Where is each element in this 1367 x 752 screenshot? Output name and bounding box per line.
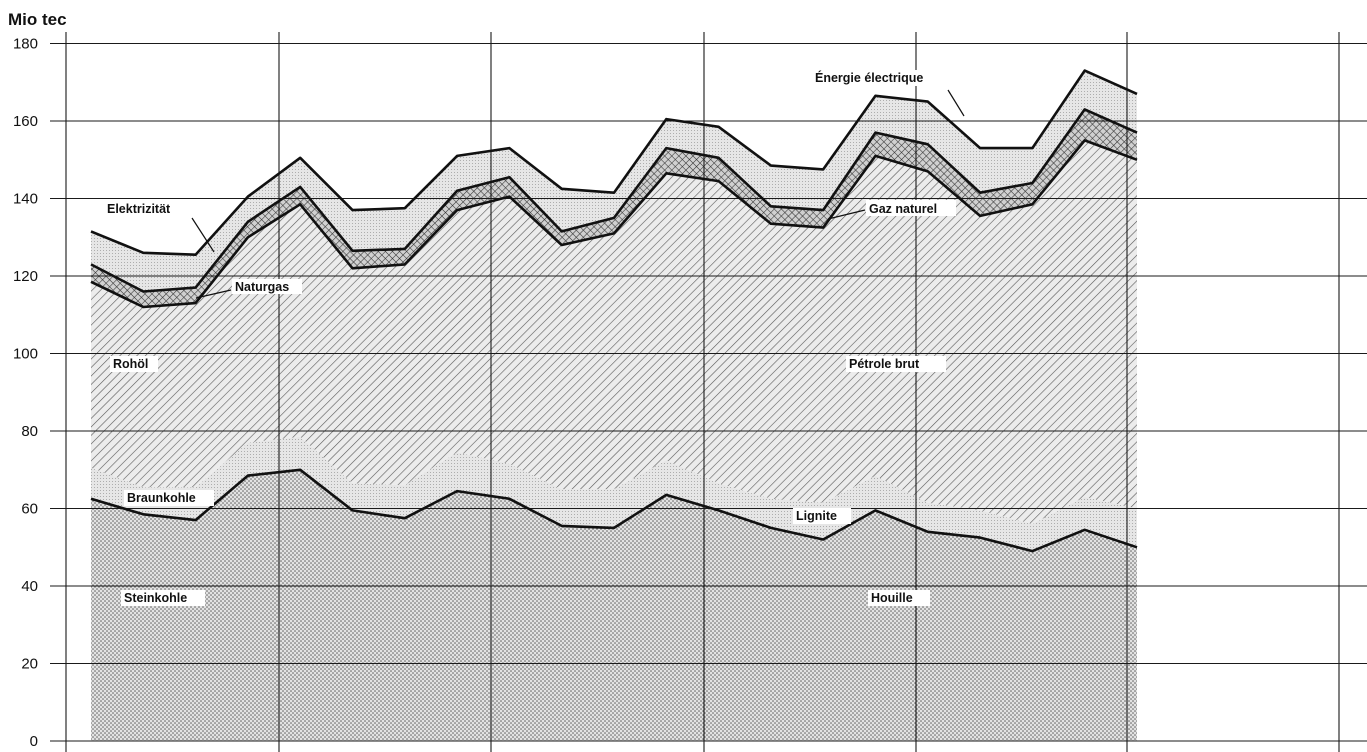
y-tick-label: 180 (13, 36, 38, 53)
label-lignite: Lignite (796, 509, 837, 523)
y-tick-label: 0 (30, 733, 38, 750)
label-petrole-brut: Pétrole brut (849, 357, 920, 371)
grid-lines (50, 32, 1367, 752)
y-axis-unit-label: Mio tec (8, 10, 67, 29)
y-tick-label: 40 (21, 578, 38, 595)
y-tick-label: 80 (21, 423, 38, 440)
label-bg (793, 508, 851, 524)
y-tick-label: 160 (13, 113, 38, 130)
area-braunkohle (91, 436, 1137, 552)
label-rohoel: Rohöl (113, 357, 148, 371)
y-tick-label: 120 (13, 268, 38, 285)
label-bg (868, 590, 930, 606)
area-naturgas (91, 109, 1137, 308)
label-bg (846, 356, 946, 372)
label-bg (812, 70, 950, 86)
arrow-gaz-naturel (827, 209, 866, 220)
y-tick-label: 60 (21, 501, 38, 518)
label-steinkohle: Steinkohle (124, 591, 187, 605)
series-line-steinkohle (90, 468, 1138, 553)
arrow-energie-electrique (947, 89, 965, 117)
series-line-elektrizitt (90, 69, 1138, 256)
y-axis-ticks: 0 20 40 60 80 100 120 140 160 180 (13, 36, 38, 751)
label-naturgas: Naturgas (235, 280, 289, 294)
label-bg (124, 490, 214, 506)
arrow-elektrizitaet (191, 217, 215, 253)
y-tick-label: 20 (21, 656, 38, 673)
label-bg (104, 200, 190, 216)
series-line-naturgas (90, 108, 1138, 293)
y-tick-label: 100 (13, 346, 38, 363)
area-rohl (91, 140, 1137, 524)
series-boundary-lines (90, 69, 1138, 553)
area-steinkohle (91, 469, 1137, 741)
series-line-rohl (90, 139, 1138, 309)
area-elektrizitt (91, 70, 1137, 292)
annotation-labels: Elektrizität Énergie électrique Naturgas… (104, 70, 965, 606)
label-gaz-naturel: Gaz naturel (869, 202, 937, 216)
label-bg (866, 200, 956, 216)
y-tick-label: 140 (13, 191, 38, 208)
label-bg (110, 356, 158, 372)
label-houille: Houille (871, 591, 913, 605)
area-layers (91, 70, 1137, 741)
label-elektrizitaet: Elektrizität (107, 202, 171, 216)
label-energie-electrique: Énergie électrique (815, 70, 923, 85)
label-bg (121, 590, 205, 606)
label-braunkohle: Braunkohle (127, 491, 196, 505)
arrow-naturgas (195, 289, 232, 299)
label-bg (232, 279, 302, 294)
